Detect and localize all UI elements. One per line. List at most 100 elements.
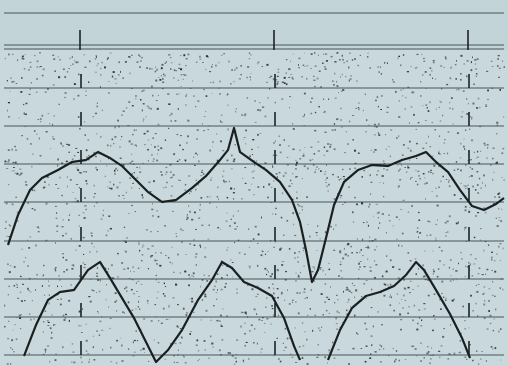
speck	[115, 362, 118, 364]
speck	[332, 341, 334, 344]
speck	[25, 184, 28, 186]
speck	[12, 348, 13, 350]
speck	[71, 343, 74, 345]
speck	[245, 129, 247, 132]
speck	[30, 291, 32, 293]
speck	[352, 115, 355, 116]
speck	[4, 57, 6, 60]
speck	[445, 297, 447, 300]
speck	[210, 335, 212, 338]
speck	[135, 330, 137, 332]
speck	[136, 176, 139, 179]
speck	[404, 167, 406, 168]
speck	[379, 344, 381, 346]
speck	[477, 97, 480, 100]
speck	[306, 65, 309, 67]
speck	[373, 249, 376, 251]
speck	[323, 66, 326, 68]
speck	[51, 331, 53, 334]
speck	[92, 346, 94, 349]
speck	[435, 237, 437, 239]
speck	[485, 184, 486, 187]
speck	[156, 68, 158, 71]
speck	[407, 211, 410, 213]
speck	[322, 269, 324, 272]
speck	[460, 79, 462, 81]
speck	[425, 198, 426, 201]
speck	[79, 172, 82, 174]
speck	[79, 127, 81, 130]
speck	[344, 202, 346, 204]
speck	[492, 147, 495, 149]
speck	[199, 209, 201, 211]
speck	[318, 168, 320, 170]
speck	[87, 353, 90, 355]
speck	[415, 180, 417, 182]
speck	[212, 64, 213, 66]
speck	[305, 296, 308, 299]
speck	[251, 171, 254, 173]
speck	[204, 247, 206, 249]
speck	[315, 169, 317, 171]
speck	[438, 106, 440, 108]
speck	[173, 77, 175, 79]
speck	[426, 107, 428, 109]
speck	[191, 218, 194, 221]
speck	[298, 274, 300, 276]
speck	[400, 89, 402, 91]
speck	[186, 218, 188, 221]
speck	[256, 313, 258, 315]
speck	[6, 80, 8, 82]
speck	[438, 150, 440, 152]
speck	[32, 153, 34, 155]
speck	[18, 314, 21, 317]
speck	[236, 226, 238, 227]
speck	[494, 295, 496, 297]
speck	[275, 213, 277, 215]
speck	[127, 301, 130, 304]
speck	[381, 324, 383, 326]
speck	[16, 172, 19, 175]
speck	[113, 183, 115, 186]
speck	[485, 105, 488, 107]
speck	[359, 266, 361, 268]
speck	[501, 177, 503, 178]
speck	[272, 213, 274, 215]
speck	[110, 264, 113, 267]
speck	[256, 285, 259, 287]
speck	[366, 119, 368, 121]
speck	[274, 101, 276, 104]
speck	[402, 199, 405, 201]
speck	[269, 275, 272, 278]
speck	[464, 205, 467, 208]
speck	[439, 356, 441, 359]
speck	[295, 272, 297, 274]
speck	[71, 361, 73, 363]
speck	[85, 171, 87, 173]
speck	[112, 71, 115, 73]
speck	[418, 175, 420, 177]
speck	[181, 241, 183, 244]
speck	[172, 174, 175, 176]
speck	[45, 202, 48, 205]
speck	[491, 270, 493, 271]
speck	[4, 325, 6, 328]
lower-trace	[22, 260, 472, 364]
speck	[286, 337, 289, 340]
speck	[276, 83, 279, 85]
speck	[173, 361, 175, 363]
speck	[284, 327, 287, 330]
speck	[438, 260, 441, 262]
speck	[449, 102, 451, 104]
upper-trace	[6, 126, 505, 284]
speck	[145, 116, 147, 118]
speck	[266, 273, 268, 276]
speck	[410, 106, 413, 108]
speck	[319, 237, 321, 240]
speck	[469, 254, 472, 256]
speck	[414, 67, 417, 69]
speck	[216, 273, 219, 275]
speck	[379, 348, 381, 351]
speck	[401, 245, 403, 247]
speck	[285, 270, 287, 273]
